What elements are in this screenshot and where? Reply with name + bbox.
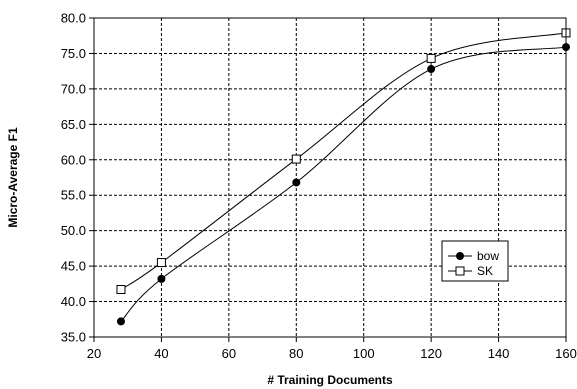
x-tick-label: 40 bbox=[154, 346, 168, 361]
x-axis-title: # Training Documents bbox=[267, 373, 393, 387]
data-point-bow bbox=[157, 274, 166, 283]
data-point-bow bbox=[116, 317, 125, 326]
y-tick-label: 70.0 bbox=[61, 81, 86, 96]
legend-marker-bow bbox=[456, 252, 464, 260]
x-tick-label: 100 bbox=[353, 346, 375, 361]
y-tick-label: 40.0 bbox=[61, 294, 86, 309]
y-tick-label: 60.0 bbox=[61, 152, 86, 167]
y-tick-label: 45.0 bbox=[61, 259, 86, 274]
y-tick-label: 65.0 bbox=[61, 117, 86, 132]
x-tick-label: 160 bbox=[555, 346, 577, 361]
y-axis-ticks: 35.0 40.0 45.0 50.0 55.0 60.0 65.0 70.0 75.0 80.0 bbox=[61, 11, 94, 345]
x-tick-label: 20 bbox=[87, 346, 101, 361]
x-tick-label: 80 bbox=[289, 346, 303, 361]
legend-marker-sk bbox=[455, 266, 465, 276]
data-point-sk bbox=[291, 154, 301, 164]
legend-label-bow: bow bbox=[477, 249, 499, 263]
legend: bow SK bbox=[441, 240, 509, 282]
data-point-sk bbox=[156, 258, 166, 268]
data-point-bow bbox=[292, 178, 301, 187]
data-point-sk bbox=[426, 53, 436, 63]
x-tick-label: 140 bbox=[488, 346, 510, 361]
y-axis-title: Micro-Average F1 bbox=[6, 127, 20, 228]
y-tick-label: 50.0 bbox=[61, 223, 86, 238]
plot-area-frame bbox=[93, 17, 567, 338]
x-tick-label: 120 bbox=[420, 346, 442, 361]
y-tick-label: 35.0 bbox=[61, 330, 86, 345]
grid-lines bbox=[94, 18, 566, 337]
data-point-bow bbox=[427, 65, 436, 74]
y-tick-label: 80.0 bbox=[61, 11, 86, 26]
legend-label-sk: SK bbox=[477, 264, 493, 278]
x-axis-ticks: 20 40 60 80 100 120 140 160 bbox=[87, 337, 577, 361]
x-tick-label: 60 bbox=[222, 346, 236, 361]
y-tick-label: 75.0 bbox=[61, 46, 86, 61]
legend-box bbox=[441, 240, 509, 282]
y-tick-label: 55.0 bbox=[61, 188, 86, 203]
data-point-sk bbox=[116, 285, 126, 295]
